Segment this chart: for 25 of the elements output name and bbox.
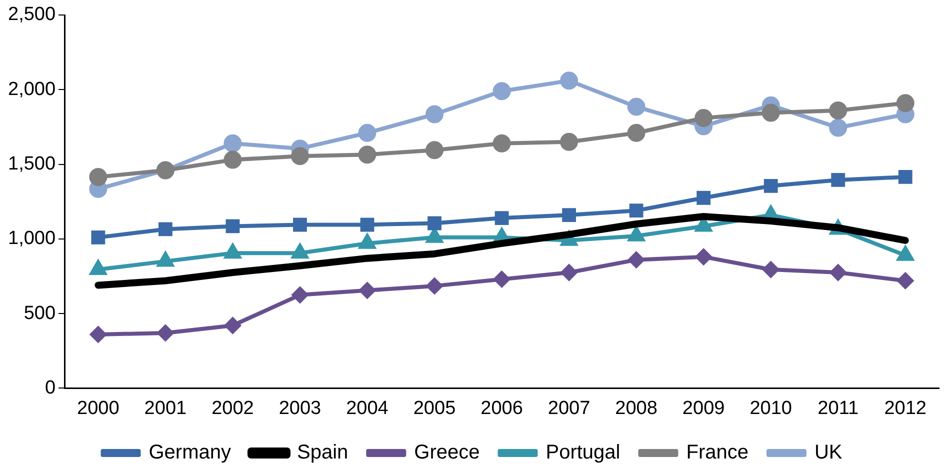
x-tick-label: 2004 (346, 398, 389, 419)
x-tick-label: 2008 (615, 398, 658, 419)
y-tick-label: 1,500 (8, 154, 56, 175)
y-tick-label: 500 (24, 302, 56, 324)
x-tick-label: 2002 (212, 398, 254, 419)
x-tick-label: 2000 (77, 398, 120, 419)
x-tick-label: 2007 (548, 398, 590, 419)
x-tick-label: 2001 (144, 398, 187, 419)
legend-label: UK (814, 442, 843, 464)
legend-label: Spain (296, 442, 348, 464)
y-tick-label: 0 (44, 377, 56, 398)
legend-label: Portugal (546, 442, 620, 464)
x-tick-label: 2005 (413, 398, 456, 419)
legend-label: Greece (414, 442, 480, 464)
legend-label: France (686, 442, 748, 464)
x-tick-label: 2009 (682, 398, 725, 419)
x-tick-label: 2011 (818, 398, 859, 419)
x-tick-label: 2012 (884, 398, 927, 419)
x-tick-label: 2003 (278, 398, 322, 419)
legend-label: Germany (148, 442, 231, 464)
y-tick-label: 2,500 (8, 4, 56, 26)
y-tick-label: 1,000 (8, 228, 56, 250)
x-tick-label: 2006 (480, 398, 523, 419)
x-tick-label: 2010 (750, 398, 792, 419)
y-tick-label: 2,000 (8, 78, 56, 100)
